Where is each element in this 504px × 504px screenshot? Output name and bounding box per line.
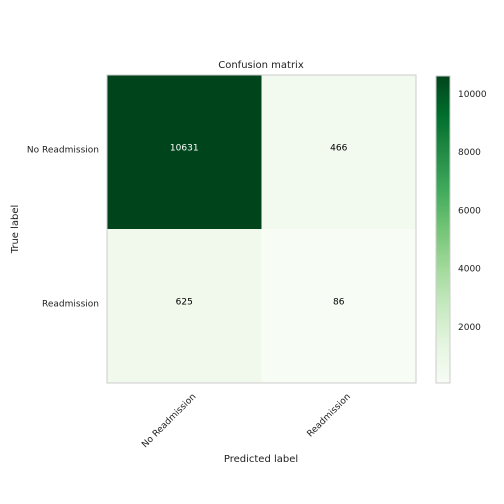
y-tick-labels: No Readmission Readmission bbox=[27, 146, 99, 310]
colorbar-tick-label: 6000 bbox=[458, 206, 481, 216]
plot-frame bbox=[106, 74, 417, 384]
x-tick-label: No Readmission bbox=[140, 392, 198, 450]
cell-value-label: 10631 bbox=[170, 144, 199, 154]
cell-value-labels: 10631 466 625 86 bbox=[170, 144, 348, 308]
x-axis-label: Predicted label bbox=[224, 454, 298, 465]
heatmap-cell bbox=[261, 229, 416, 383]
heatmap-cell bbox=[107, 75, 262, 229]
chart-title: Confusion matrix bbox=[218, 60, 304, 71]
colorbar-tick-label: 10000 bbox=[458, 90, 487, 100]
heatmap-cell bbox=[107, 229, 262, 383]
colorbar-tick-labels: 2000 4000 6000 8000 10000 bbox=[458, 90, 487, 333]
colorbar bbox=[435, 75, 451, 384]
colorbar-tick-label: 4000 bbox=[458, 265, 481, 275]
cell-value-label: 86 bbox=[333, 298, 345, 308]
cell-value-label: 625 bbox=[176, 298, 193, 308]
heatmap-cell bbox=[261, 75, 416, 229]
cell-value-label: 466 bbox=[330, 144, 347, 154]
y-axis-label: True label bbox=[10, 205, 21, 255]
colorbar-tick-label: 2000 bbox=[458, 323, 481, 333]
y-tick-label: No Readmission bbox=[27, 146, 99, 156]
heatmap-cells bbox=[107, 75, 416, 383]
x-tick-label: Readmission bbox=[306, 392, 353, 439]
y-tick-label: Readmission bbox=[42, 300, 99, 310]
x-tick-labels: No Readmission Readmission bbox=[140, 392, 353, 450]
colorbar-tick-label: 8000 bbox=[458, 148, 481, 158]
